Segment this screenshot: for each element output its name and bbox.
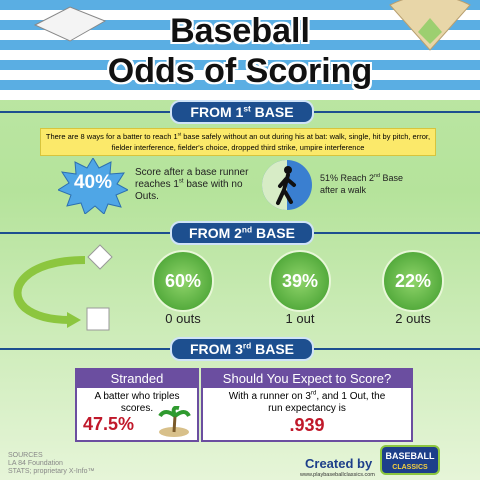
box-text: A batter who triples scores.: [94, 391, 180, 414]
text: BASE: [251, 341, 295, 357]
starburst: [58, 158, 128, 214]
text: st: [243, 103, 251, 114]
text: 51% Reach 2: [320, 173, 375, 183]
stat-circle: 39%: [269, 250, 331, 312]
text: nd: [241, 224, 253, 235]
text: FROM 1: [190, 104, 244, 120]
title: Baseball: [170, 12, 310, 50]
text: BASE: [252, 225, 295, 241]
title: Odds of Scoring: [107, 52, 373, 90]
stat: 40%: [73, 172, 113, 193]
url: www.playbaseballclassics.com: [300, 472, 375, 478]
box-title: Stranded: [77, 370, 197, 388]
text: base with no Outs.: [135, 179, 243, 202]
expect-box: Should You Expect to Score? With a runne…: [201, 368, 413, 442]
box-title: Should You Expect to Score?: [203, 370, 411, 388]
stat-circle: 60%: [152, 250, 214, 312]
box-value: .939: [289, 415, 325, 435]
text: LA 84 Foundation: [8, 460, 63, 467]
section-banner: FROM 3rd BASE: [170, 337, 314, 361]
advance-icon: [13, 244, 113, 331]
sources: SOURCES LA 84 Foundation STATS; propriet…: [8, 452, 95, 476]
text: STATS; proprietary X-Info™: [8, 468, 95, 475]
section-banner: FROM 1st BASE: [170, 100, 314, 124]
stat-text: Score after a base runner reaches 1st ba…: [135, 167, 250, 203]
text: FROM 3: [189, 341, 243, 357]
circle-label: 1 out: [285, 311, 315, 326]
text: st: [177, 131, 182, 137]
text: base safely without an out during his at…: [111, 132, 431, 152]
walk-text: 51% Reach 2nd Base after a walk: [320, 172, 415, 196]
section-banner: FROM 2nd BASE: [170, 221, 314, 245]
field-icon: [389, 0, 471, 51]
text: BASE: [250, 104, 294, 120]
island-icon: [158, 406, 191, 437]
text: , and 1 Out, the run expectancy is: [268, 391, 386, 414]
text: st: [178, 178, 184, 185]
box-value: 47.5%: [83, 414, 135, 434]
logo[interactable]: BASEBALL CLASSICS: [380, 445, 440, 475]
text: SOURCES: [8, 452, 43, 459]
text: Base after a walk: [320, 173, 404, 195]
text: rd: [242, 340, 252, 351]
text: FROM 2: [189, 225, 242, 241]
text: There are 8 ways for a batter to reach 1: [45, 132, 178, 141]
circle-label: 0 outs: [165, 311, 201, 326]
created-by: Created by: [305, 456, 373, 471]
text: nd: [374, 173, 381, 179]
walker-icon: [262, 160, 312, 210]
text: BASEBALL: [385, 451, 435, 461]
circle-label: 2 outs: [395, 311, 431, 326]
text: rd: [310, 390, 317, 397]
stat-circle: 22%: [382, 250, 444, 312]
intro-box: There are 8 ways for a batter to reach 1…: [40, 128, 436, 156]
box-text: With a runner on 3rd, and 1 Out, the run…: [203, 388, 411, 415]
stranded-box: Stranded A batter who triples scores. 47…: [75, 368, 199, 442]
base-icon: [33, 6, 107, 42]
text: CLASSICS: [392, 464, 428, 471]
text: With a runner on 3: [228, 391, 311, 402]
text: Score after a base runner reaches 1: [135, 167, 249, 190]
